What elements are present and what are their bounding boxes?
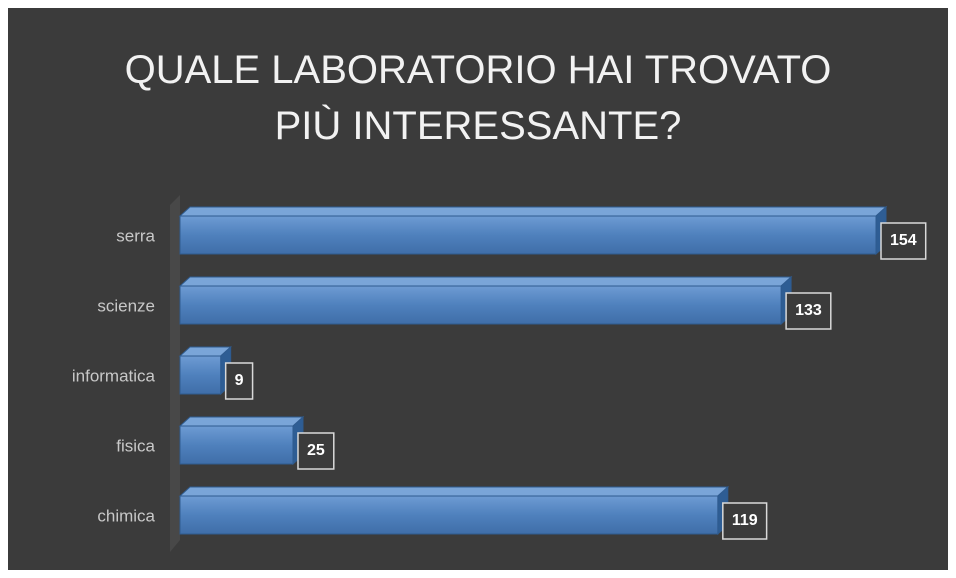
bar [179,285,782,325]
depth-wall [170,195,180,552]
bar-top [178,206,888,217]
bar [179,425,294,465]
data-label-box [785,292,832,330]
data-label: 9 [235,372,244,389]
y-tick-label: chimica [97,506,155,525]
y-tick-label: informatica [72,366,156,385]
data-label: 119 [732,512,758,529]
bar [179,495,719,535]
data-label-box [224,362,254,400]
bar [179,215,877,255]
data-label: 25 [307,442,325,459]
y-tick-label: serra [116,226,155,245]
chart-title: QUALE LABORATORIO HAI TROVATO PIÙ INTERE… [124,48,832,148]
bar-top [178,486,730,497]
y-tick-label: scienze [97,296,155,315]
data-label-box [722,502,768,540]
bar-top [178,416,305,427]
bar [179,355,222,395]
data-label: 154 [890,232,917,249]
y-tick-label: fisica [116,436,155,455]
data-label-box [297,432,335,470]
bar-top [178,276,793,287]
data-label: 133 [795,302,822,319]
data-label-box [880,222,927,260]
